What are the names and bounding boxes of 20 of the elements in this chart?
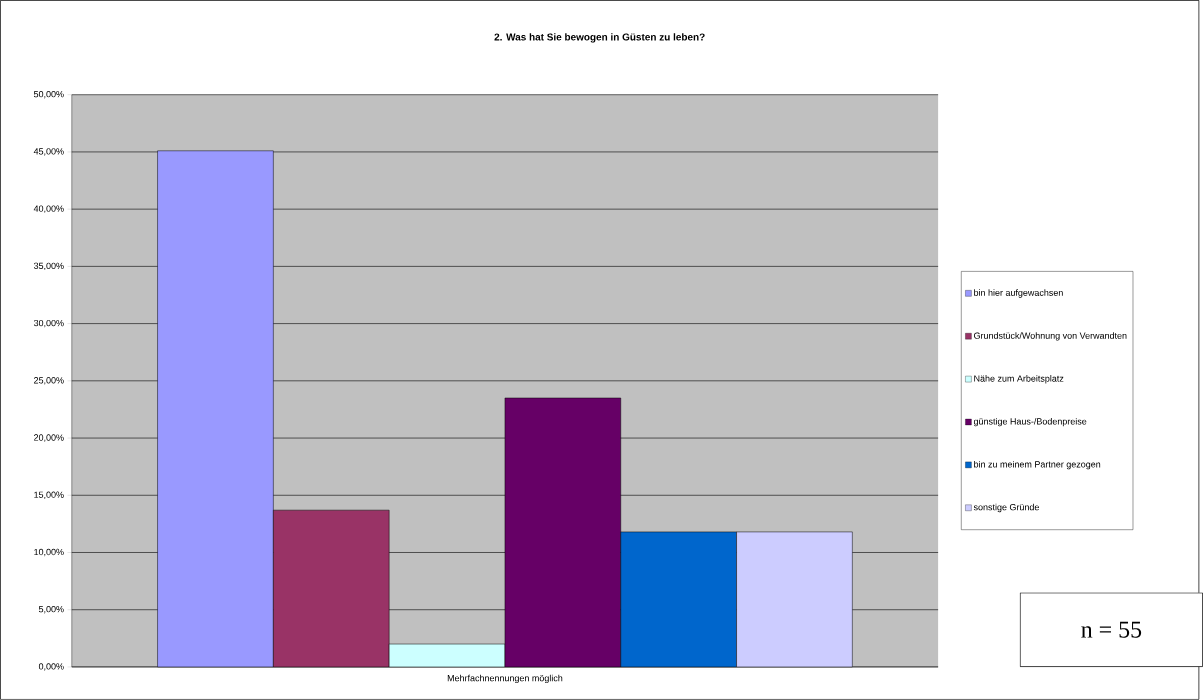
y-tick-label: 50,00% <box>33 91 64 99</box>
y-tick-label: 40,00% <box>33 205 64 213</box>
y-tick-label: 35,00% <box>33 262 64 271</box>
y-tick-label: 30,00% <box>33 319 64 328</box>
text: n = 55 <box>1081 621 1142 638</box>
legend-label: sonstige Gründe <box>973 503 1039 513</box>
y-tick-label: 15,00% <box>34 491 64 500</box>
y-tick-label: 45,00% <box>33 148 64 156</box>
legend-label: bin hier aufgewachsen <box>974 289 1063 298</box>
chart-title: 2. Was hat Sie bewogen in Güsten zu leben? <box>494 33 705 43</box>
y-tick-label: 5,00% <box>38 606 64 614</box>
x-tick-label: Mehrfachnennungen möglich <box>447 674 563 684</box>
y-tick-label: 25,00% <box>34 377 64 385</box>
legend-label: bin zu meinem Partner gezogen <box>974 460 1101 470</box>
y-tick-label: 20,00% <box>34 434 64 442</box>
legend-label: Grundstück/Wohnung von Verwandten <box>974 332 1127 341</box>
y-tick-label: 0,00% <box>38 663 64 671</box>
legend-label: günstige Haus-/Bodenpreise <box>973 418 1087 427</box>
legend-label: Nähe zum Arbeitsplatz <box>974 375 1064 384</box>
y-tick-label: 10,00% <box>34 548 64 557</box>
